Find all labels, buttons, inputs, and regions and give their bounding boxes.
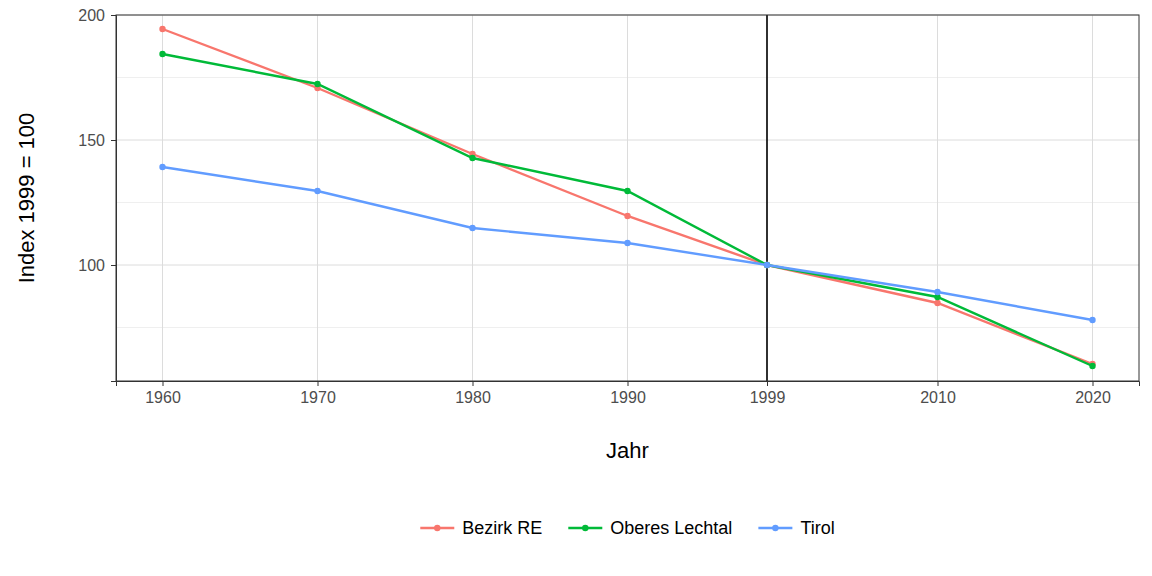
tick-mark [628, 381, 629, 386]
data-point [934, 289, 940, 295]
tick-mark [111, 15, 116, 16]
data-point [764, 262, 770, 268]
grid-line [162, 15, 163, 381]
tick-label: 150 [78, 132, 105, 149]
tick-label: 1960 [145, 389, 181, 406]
grid-line [472, 15, 473, 381]
tick-mark [111, 265, 116, 266]
tick-mark [473, 381, 474, 386]
legend-item: Tirol [758, 518, 834, 538]
series-line [163, 54, 1093, 366]
data-point [314, 188, 320, 194]
grid-line [937, 15, 938, 381]
legend-marker [772, 525, 778, 531]
grid-line [627, 15, 628, 381]
y-axis: 100 150 200 [78, 7, 116, 382]
tick-mark [767, 381, 768, 386]
tick-mark [163, 381, 164, 386]
tick-label: 1990 [610, 389, 646, 406]
legend: Bezirk RE Oberes Lechtal Tirol [420, 518, 834, 538]
data-point [159, 164, 165, 170]
data-point [469, 155, 475, 161]
data-point [469, 225, 475, 231]
tick-label: 2010 [920, 389, 956, 406]
x-axis-title: Jahr [606, 438, 649, 463]
data-point [624, 213, 630, 219]
data-point [624, 188, 630, 194]
tick: 150 [78, 132, 116, 149]
legend-item: Oberes Lechtal [568, 518, 732, 538]
tick-label: 2020 [1075, 389, 1111, 406]
grid-line [1092, 15, 1093, 381]
data-point [934, 300, 940, 306]
tick: 1960 [145, 381, 181, 406]
panel-border [116, 15, 1139, 381]
plot: 1960 1970 1980 1990 1999 2010 2020 100 150 200 [78, 7, 1139, 407]
data-point [159, 51, 165, 57]
data-point [764, 262, 770, 268]
legend-label: Bezirk RE [462, 518, 542, 538]
data-point [314, 81, 320, 87]
data-point [159, 26, 165, 32]
legend-label: Tirol [800, 518, 834, 538]
grid-line [317, 15, 318, 381]
tick-label: 1999 [750, 389, 786, 406]
tick-label: 1970 [300, 389, 336, 406]
legend-marker [434, 525, 440, 531]
y-axis-title: Index 1999 = 100 [14, 113, 39, 284]
tick: 100 [78, 257, 116, 274]
data-point [1089, 363, 1095, 369]
series-line [163, 29, 1093, 364]
tick: 1990 [610, 381, 646, 406]
legend-item: Bezirk RE [420, 518, 542, 538]
tick-label: 1980 [455, 389, 491, 406]
legend-label: Oberes Lechtal [610, 518, 732, 538]
tick: 1980 [455, 381, 491, 406]
tick-mark [318, 381, 319, 386]
data-area [159, 15, 1095, 381]
tick-mark [111, 140, 116, 141]
data-point [764, 262, 770, 268]
tick: 2020 [1075, 381, 1111, 406]
axis-line [117, 382, 1140, 387]
tick: 1999 [750, 381, 786, 406]
data-point [1089, 317, 1095, 323]
tick-mark [1093, 381, 1094, 386]
tick: 200 [78, 7, 116, 24]
legend-marker [582, 525, 588, 531]
tick: 1970 [300, 381, 336, 406]
chart: 1960 1970 1980 1990 1999 2010 2020 100 150 200 Jah… [0, 0, 1152, 576]
x-axis: 1960 1970 1980 1990 1999 2010 2020 [117, 381, 1140, 406]
tick-label: 200 [78, 7, 105, 24]
tick-mark [938, 381, 939, 386]
grid-line [767, 15, 768, 381]
reference-line [766, 15, 768, 381]
grid [116, 15, 1139, 381]
tick-label: 100 [78, 257, 105, 274]
tick: 2010 [920, 381, 956, 406]
data-point [624, 240, 630, 246]
series-line [163, 167, 1093, 320]
